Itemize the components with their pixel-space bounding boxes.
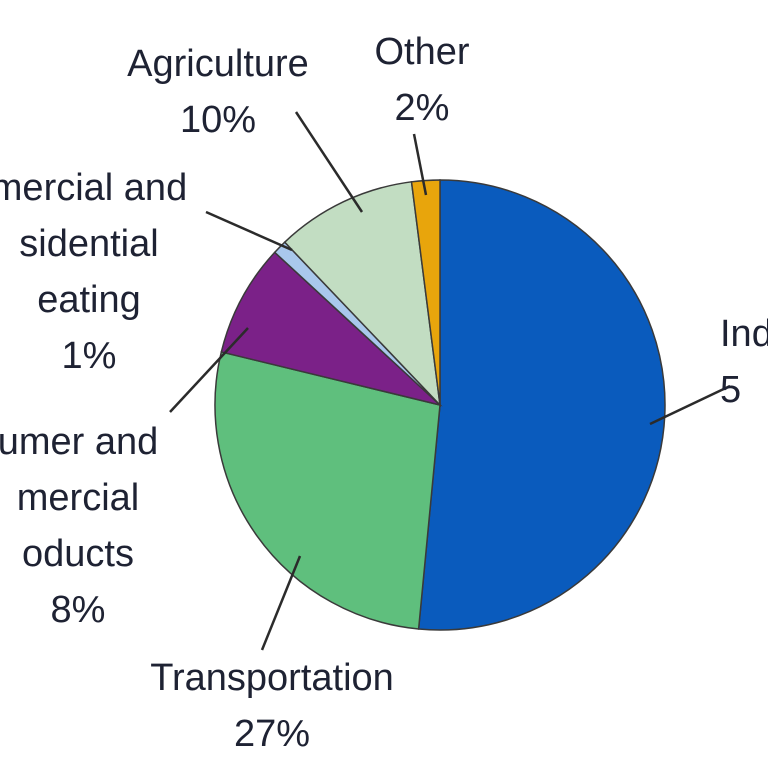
label-transportation-pct: 27%: [233, 713, 311, 755]
leader-line-heating: [205, 210, 293, 252]
label-industry: Ind 5: [720, 306, 768, 418]
pie-slice-transportation: [214, 351, 441, 630]
label-agriculture-pct: 10%: [179, 99, 257, 141]
label-agriculture-name: Agriculture: [127, 43, 309, 85]
leader-line-other: [412, 133, 428, 196]
label-heating-line1: mercial and: [0, 167, 188, 209]
label-agriculture: Agriculture 10%: [100, 36, 336, 148]
leader-lines: [169, 111, 731, 651]
leader-line-transportation: [260, 555, 302, 651]
label-industry-pct: 5: [720, 369, 742, 411]
label-heating-line2: sidential: [19, 223, 159, 265]
label-consumer-line1: umer and: [0, 421, 159, 463]
label-heating-pct: 1%: [61, 335, 117, 377]
label-other: Other 2%: [352, 24, 492, 136]
pie-slice-industry: [417, 179, 666, 631]
label-heating: mercial and sidential eating 1%: [0, 160, 202, 384]
pie-slices: [214, 179, 666, 631]
label-other-name: Other: [374, 31, 470, 73]
label-consumer-line2: mercial: [16, 477, 140, 519]
label-transportation: Transportation 27%: [112, 650, 432, 762]
pie-slice-agriculture: [283, 180, 442, 408]
pie-slice-consumer-and-commercial-products: [220, 251, 443, 407]
label-heating-line3: eating: [37, 279, 141, 321]
label-other-pct: 2%: [394, 87, 450, 129]
label-industry-name: Ind: [720, 313, 768, 355]
label-consumer: umer and mercial oducts 8%: [0, 414, 182, 638]
leader-line-industry: [649, 384, 731, 426]
leader-line-consumer: [169, 327, 249, 413]
label-consumer-pct: 8%: [50, 589, 106, 631]
label-consumer-line3: oducts: [22, 533, 134, 575]
pie-slice-other: [410, 179, 441, 406]
label-transportation-name: Transportation: [150, 657, 394, 699]
leader-line-agriculture: [294, 111, 364, 213]
